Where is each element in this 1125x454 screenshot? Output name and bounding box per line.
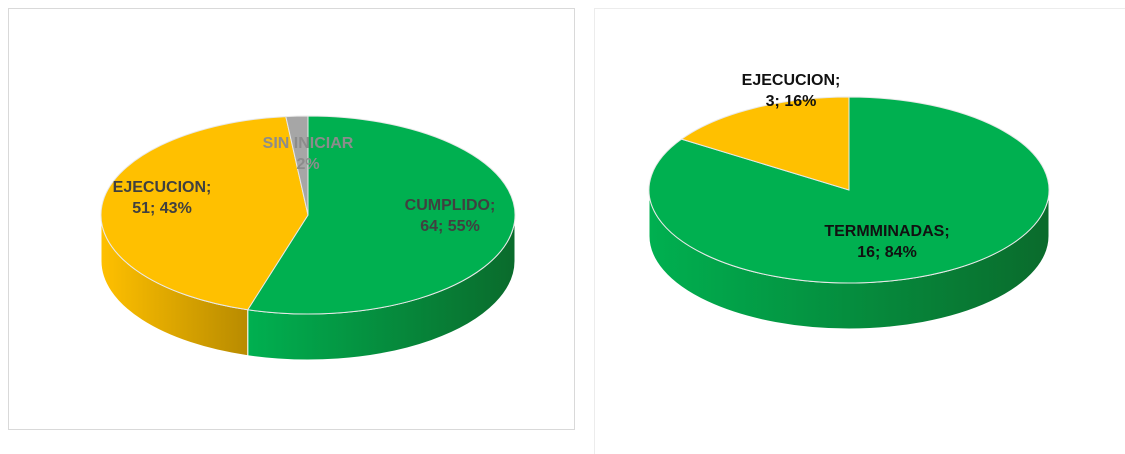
pie-labels: CUMPLIDO; 64; 55% EJECUCION; 51; 43% SIN INI… xyxy=(113,135,496,235)
pie-top xyxy=(100,115,516,315)
pie-chart-right: TERMMINADAS; 16; 84% EJECUCION; 3; 16% xyxy=(648,72,1050,330)
pie-top xyxy=(648,96,1050,284)
pie-slice-ejecucion xyxy=(680,96,850,191)
data-label-cumplido: CUMPLIDO; 64; 55% xyxy=(405,197,496,235)
pie-slice-termminadas xyxy=(648,96,1050,284)
data-label-termminadas: TERMMINADAS; 16; 84% xyxy=(824,223,949,261)
data-label-sin-iniciar: SIN INICIAR 2% xyxy=(263,135,354,173)
pie-slice-cumplido xyxy=(246,115,516,315)
pie-slice-ejecucion xyxy=(100,116,309,311)
pie-chart-left: CUMPLIDO; 64; 55% EJECUCION; 51; 43% SIN INI… xyxy=(100,115,516,361)
data-label-ejecucion: EJECUCION; 51; 43% xyxy=(113,179,212,217)
chart-panel-right: TERMMINADAS; 16; 84% EJECUCION; 3; 16% xyxy=(594,8,1125,454)
data-label-ejecucion: EJECUCION; 3; 16% xyxy=(742,72,841,110)
pie-labels: TERMMINADAS; 16; 84% EJECUCION; 3; 16% xyxy=(742,72,950,261)
pie-slice-sin-iniciar xyxy=(285,115,309,216)
chart-panel-left: CUMPLIDO; 64; 55% EJECUCION; 51; 43% SIN INI… xyxy=(8,8,575,430)
